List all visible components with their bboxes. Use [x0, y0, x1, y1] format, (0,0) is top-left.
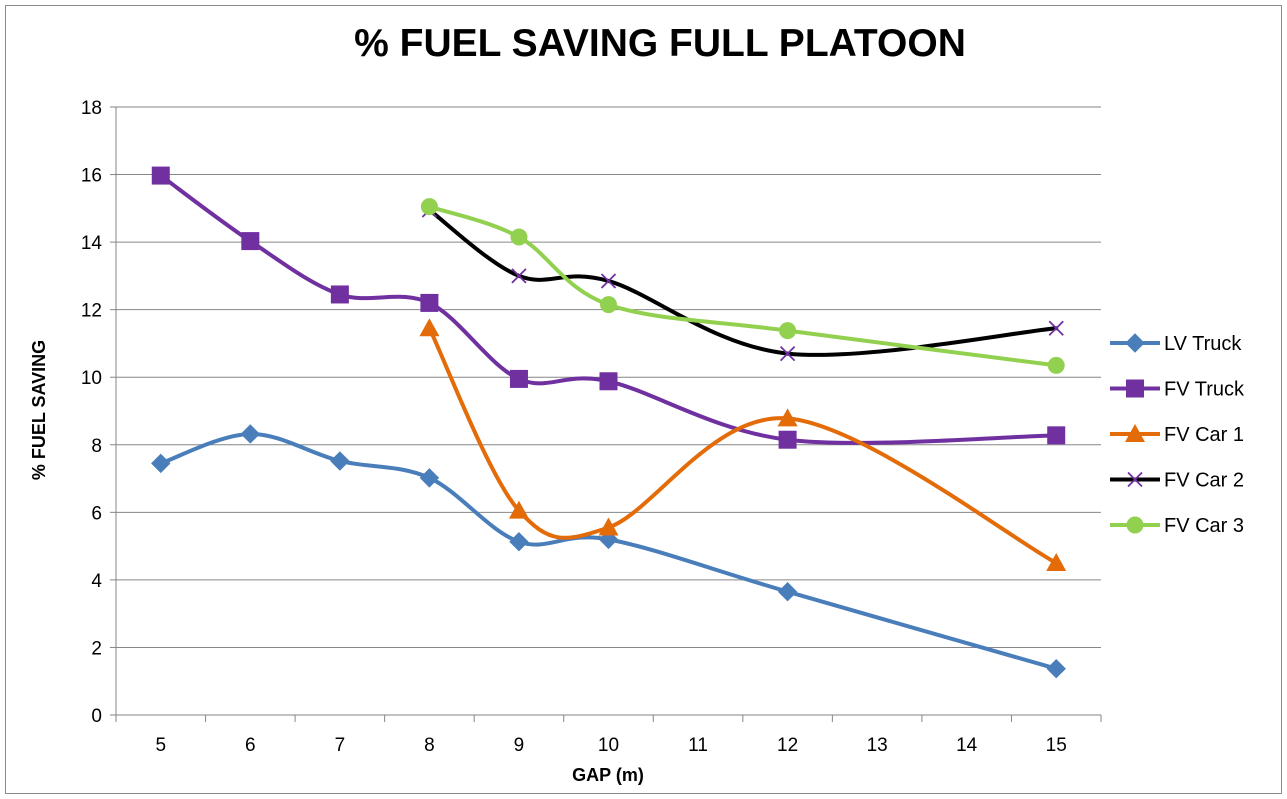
chart-frame [5, 5, 1282, 794]
x-tick-label: 10 [598, 735, 619, 756]
legend-marker [1127, 471, 1143, 488]
y-tick-label: 8 [91, 436, 102, 457]
x-tick-label: 7 [335, 735, 346, 756]
data-point [511, 268, 527, 284]
legend: LV Truck FV Truck FV Car 1 FV Car 2 FV Car 3 [1110, 333, 1245, 537]
marker-stroke [511, 268, 527, 284]
data-point [241, 232, 260, 251]
data-point [600, 273, 617, 289]
y-tick-label: 6 [91, 503, 102, 524]
series-line [158, 431, 1059, 671]
chart-title: % FUEL SAVING FULL PLATOON [354, 22, 966, 65]
legend-label: FV Car 1 [1164, 424, 1244, 446]
y-tick-label: 10 [81, 368, 102, 389]
x-tick-label: 6 [245, 735, 256, 756]
data-point [509, 532, 529, 552]
data-point [779, 322, 797, 340]
data-point [508, 500, 529, 519]
marker-stroke [779, 345, 796, 362]
x-tick-label: 5 [155, 735, 166, 756]
data-point [420, 198, 438, 216]
data-point [240, 424, 261, 444]
data-point [420, 293, 439, 312]
data-point [419, 318, 440, 337]
legend-marker [1125, 424, 1145, 442]
data-point [151, 166, 170, 185]
x-tick-label: 14 [956, 735, 978, 756]
y-tick-label: 0 [91, 706, 102, 727]
series [151, 166, 1067, 679]
data-point [777, 408, 798, 427]
x-tick-label: 15 [1046, 735, 1067, 756]
data-point [509, 369, 528, 388]
x-tick-label: 12 [777, 735, 798, 756]
legend-marker [1126, 379, 1144, 398]
legend-marker [1126, 516, 1144, 534]
data-point [779, 345, 796, 362]
data-point [1047, 356, 1065, 374]
series-fv-truck [151, 166, 1066, 449]
data-point [1046, 553, 1067, 571]
data-point [599, 372, 618, 391]
legend-item-fv-car-3: FV Car 3 [1110, 515, 1244, 537]
series-lv-truck [151, 424, 1066, 679]
data-point [419, 468, 440, 488]
legend-label: FV Car 3 [1164, 515, 1244, 537]
data-point [1046, 659, 1066, 679]
marker-stroke [1127, 471, 1143, 488]
y-tick-label: 18 [81, 98, 102, 119]
data-point [1047, 426, 1066, 445]
y-tick-label: 4 [91, 571, 102, 592]
data-point [330, 451, 350, 471]
marker-stroke [600, 273, 617, 289]
x-tick-label: 8 [424, 735, 435, 756]
legend-item-fv-car-1: FV Car 1 [1110, 424, 1244, 446]
series-fv-car-3 [420, 198, 1065, 374]
y-tick-label: 2 [91, 638, 102, 659]
y-tick-label: 16 [81, 166, 102, 187]
legend-item-lv-truck: LV Truck [1110, 333, 1242, 355]
marker-stroke [1048, 320, 1064, 336]
legend-label: FV Truck [1164, 379, 1245, 401]
data-point [151, 453, 171, 474]
data-point [778, 430, 797, 449]
data-point [598, 517, 619, 536]
legend-item-fv-truck: FV Truck [1110, 379, 1245, 401]
data-point [1048, 320, 1064, 336]
axes: 0 2 4 6 8 10 12 14 16 18 5 6 7 8 9 10 11 12 13 14 15 [81, 98, 1102, 756]
legend-label: FV Car 2 [1164, 470, 1244, 492]
x-tick-label: 11 [688, 735, 708, 756]
series-fv-car-2 [421, 202, 1064, 362]
legend-marker [1125, 333, 1145, 353]
series-line [427, 204, 1059, 368]
legend-item-fv-car-2: FV Car 2 [1110, 470, 1244, 492]
legend-label: LV Truck [1164, 333, 1242, 355]
data-point [510, 228, 528, 246]
y-tick-label: 14 [81, 233, 103, 254]
data-point [777, 582, 798, 602]
y-axis-title: % FUEL SAVING [29, 340, 49, 480]
data-point [600, 296, 617, 314]
x-tick-label: 9 [514, 735, 525, 756]
data-point [330, 285, 349, 304]
series-line [427, 326, 1059, 565]
y-tick-label: 12 [81, 301, 102, 322]
x-tick-label: 13 [867, 735, 888, 756]
x-axis-title: GAP (m) [572, 765, 644, 785]
series-fv-car-1 [419, 318, 1067, 571]
